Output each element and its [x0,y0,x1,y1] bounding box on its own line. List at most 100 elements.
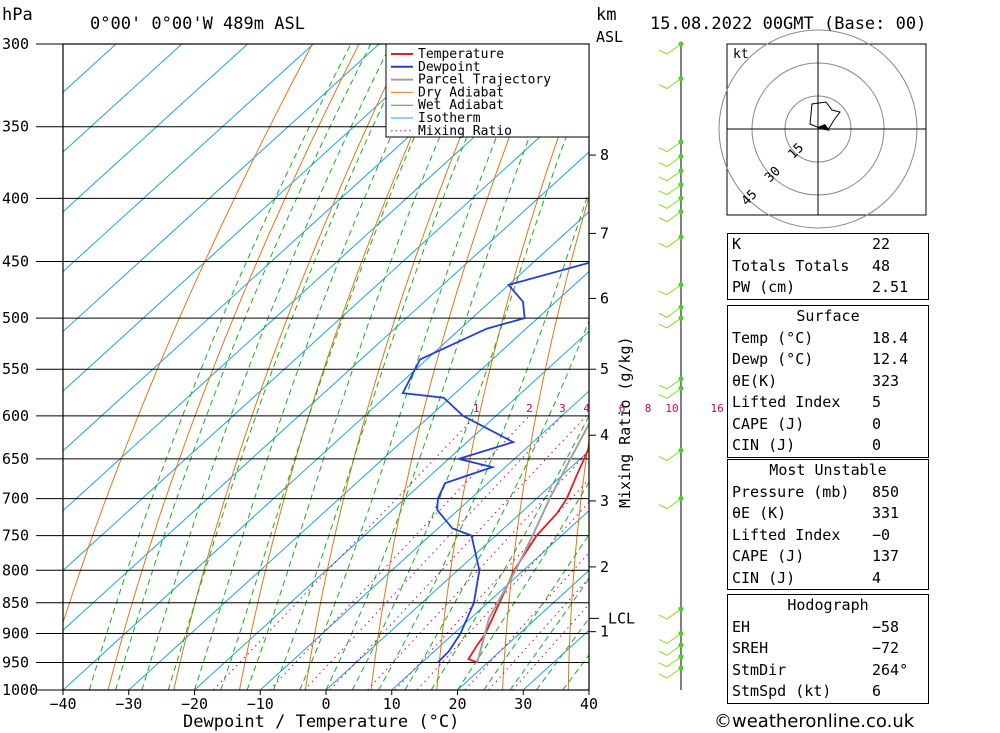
pressure-tick-label: 350 [2,118,29,136]
temperature-tick-label: 10 [383,695,401,713]
height-tick-label: 4 [600,426,609,444]
isotherm-line [63,44,314,273]
mu-row: θE (K) 331 [732,504,900,522]
isotherm-line [63,44,380,333]
wind-barb [658,284,682,296]
wind-barb [658,141,682,153]
pressure-tick-label: 850 [2,594,29,612]
parcel-trajectory-line [476,421,589,663]
height-tick-label: 3 [600,492,609,510]
hodograph-trace [809,101,841,131]
wind-barb [658,184,682,196]
pressure-tick-label: 700 [2,490,29,508]
mixing-ratio-line [394,478,589,690]
mu-row: Pressure (mb) 850 [732,482,900,501]
temperature-tick-label: 30 [514,695,532,713]
wet-adiabat-line [194,44,434,690]
location-title: 0°00' 0°00'W 489m ASL [90,14,305,34]
wet-adiabat-line [509,577,589,690]
mixing-ratio-line [488,577,589,690]
legend-label: Dry Adiabat [418,85,504,100]
isotherm-line [391,510,589,690]
height-tick-label: 2 [600,558,609,576]
temperature-tick-label: −40 [49,695,76,713]
dry-adiabat-line [370,44,546,690]
wind-barb [658,667,682,679]
mixing-ratio-label: 16 [711,402,724,415]
pressure-tick-label: 500 [2,309,29,327]
mixing-ratio-line [367,450,589,690]
dry-adiabat-line [173,44,406,690]
isotherm-line [63,44,446,392]
pressure-tick-label: 600 [2,407,29,425]
wind-barb [658,211,682,223]
wind-barb [658,236,682,248]
wet-adiabat-line [299,44,535,690]
legend-label: Mixing Ratio [418,124,512,139]
index-row: Totals Totals 48 [732,256,891,275]
legend-label: Parcel Trajectory [418,73,551,88]
legend-label: Dewpoint [418,60,481,75]
index-row: PW (cm) 2.51 [732,278,909,296]
temperature-tick-label: −10 [247,695,274,713]
mixing-ratio-line [464,552,589,690]
mixing-ratio-label: 3 [559,402,566,415]
wind-barb [658,306,682,318]
mixing-ratio-line [512,603,589,690]
mixing-ratio-label: 4 [583,402,590,415]
wet-adiabat-line [325,44,566,690]
pressure-unit: hPa [2,5,33,25]
wind-barb [658,633,682,645]
most-unstable-table: Most Unstable Pressure (mb) 850 θE (K) 331… [727,459,929,590]
wind-barb [658,197,682,209]
surface-row: CAPE (J) 0 [732,414,882,433]
hodo-row: StmDir 264° [732,660,909,679]
surface-row: CIN (J) 0 [732,436,882,454]
pressure-tick-label: 950 [2,653,29,671]
height-tick-label: 6 [600,289,609,307]
isotherm-line [128,270,589,690]
pressure-tick-label: 900 [2,624,29,642]
surface-row: θE(K) 323 [732,371,900,390]
surface-row: Dewp (°C) 12.4 [732,350,909,368]
wet-adiabat-line [535,617,589,690]
mixing-ratio-line [269,415,530,690]
mixing-ratio-label: 6 [619,402,626,415]
surface-title: Surface [796,307,860,325]
height-unit: km [596,5,616,25]
legend-label: Isotherm [418,111,481,126]
legend-label: Wet Adiabat [418,98,504,113]
lcl-label: LCL [608,609,635,627]
isotherm-line [63,151,589,631]
isotherm-line [457,569,589,690]
pressure-tick-label: 650 [2,450,29,468]
isotherm-line [63,44,577,512]
isotherm-line [63,44,248,213]
wind-barb [658,156,682,168]
x-axis-label: Dewpoint / Temperature (°C) [183,712,459,732]
mixing-ratio-line [416,501,589,690]
mu-row: Lifted Index −0 [732,525,891,544]
wet-adiabat-line [483,533,589,690]
wind-barb [658,170,682,182]
datetime-title: 15.08.2022 00GMT (Base: 00) [650,14,926,34]
height-tick-label: 5 [600,360,609,378]
pressure-tick-label: 750 [2,527,29,545]
wind-barb [658,378,682,390]
mixing-ratio-label: 8 [645,402,652,415]
mixing-ratio-label: 1 [473,402,480,415]
pressure-tick-label: 550 [2,360,29,378]
pressure-tick-label: 800 [2,561,29,579]
mu-row: CAPE (J) 137 [732,547,900,565]
wet-adiabat-line [378,190,589,690]
hodograph-unit: kt [733,47,749,62]
height-tick-label: 1 [600,623,609,641]
footer-copyright[interactable]: ©weatheronline.co.uk [714,711,915,732]
wind-barb [658,43,682,55]
legend-label: Temperature [418,47,504,62]
hodo-row: StmSpd (kt) 6 [732,682,882,700]
pressure-tick-label: 300 [2,35,29,53]
